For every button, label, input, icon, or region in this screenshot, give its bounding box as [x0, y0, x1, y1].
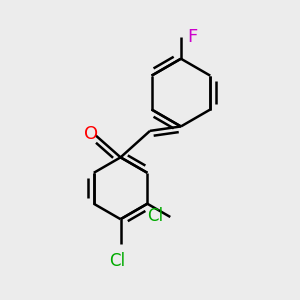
Text: F: F [187, 28, 197, 46]
Text: Cl: Cl [147, 206, 163, 224]
Text: Cl: Cl [110, 252, 126, 270]
Text: O: O [84, 125, 98, 143]
